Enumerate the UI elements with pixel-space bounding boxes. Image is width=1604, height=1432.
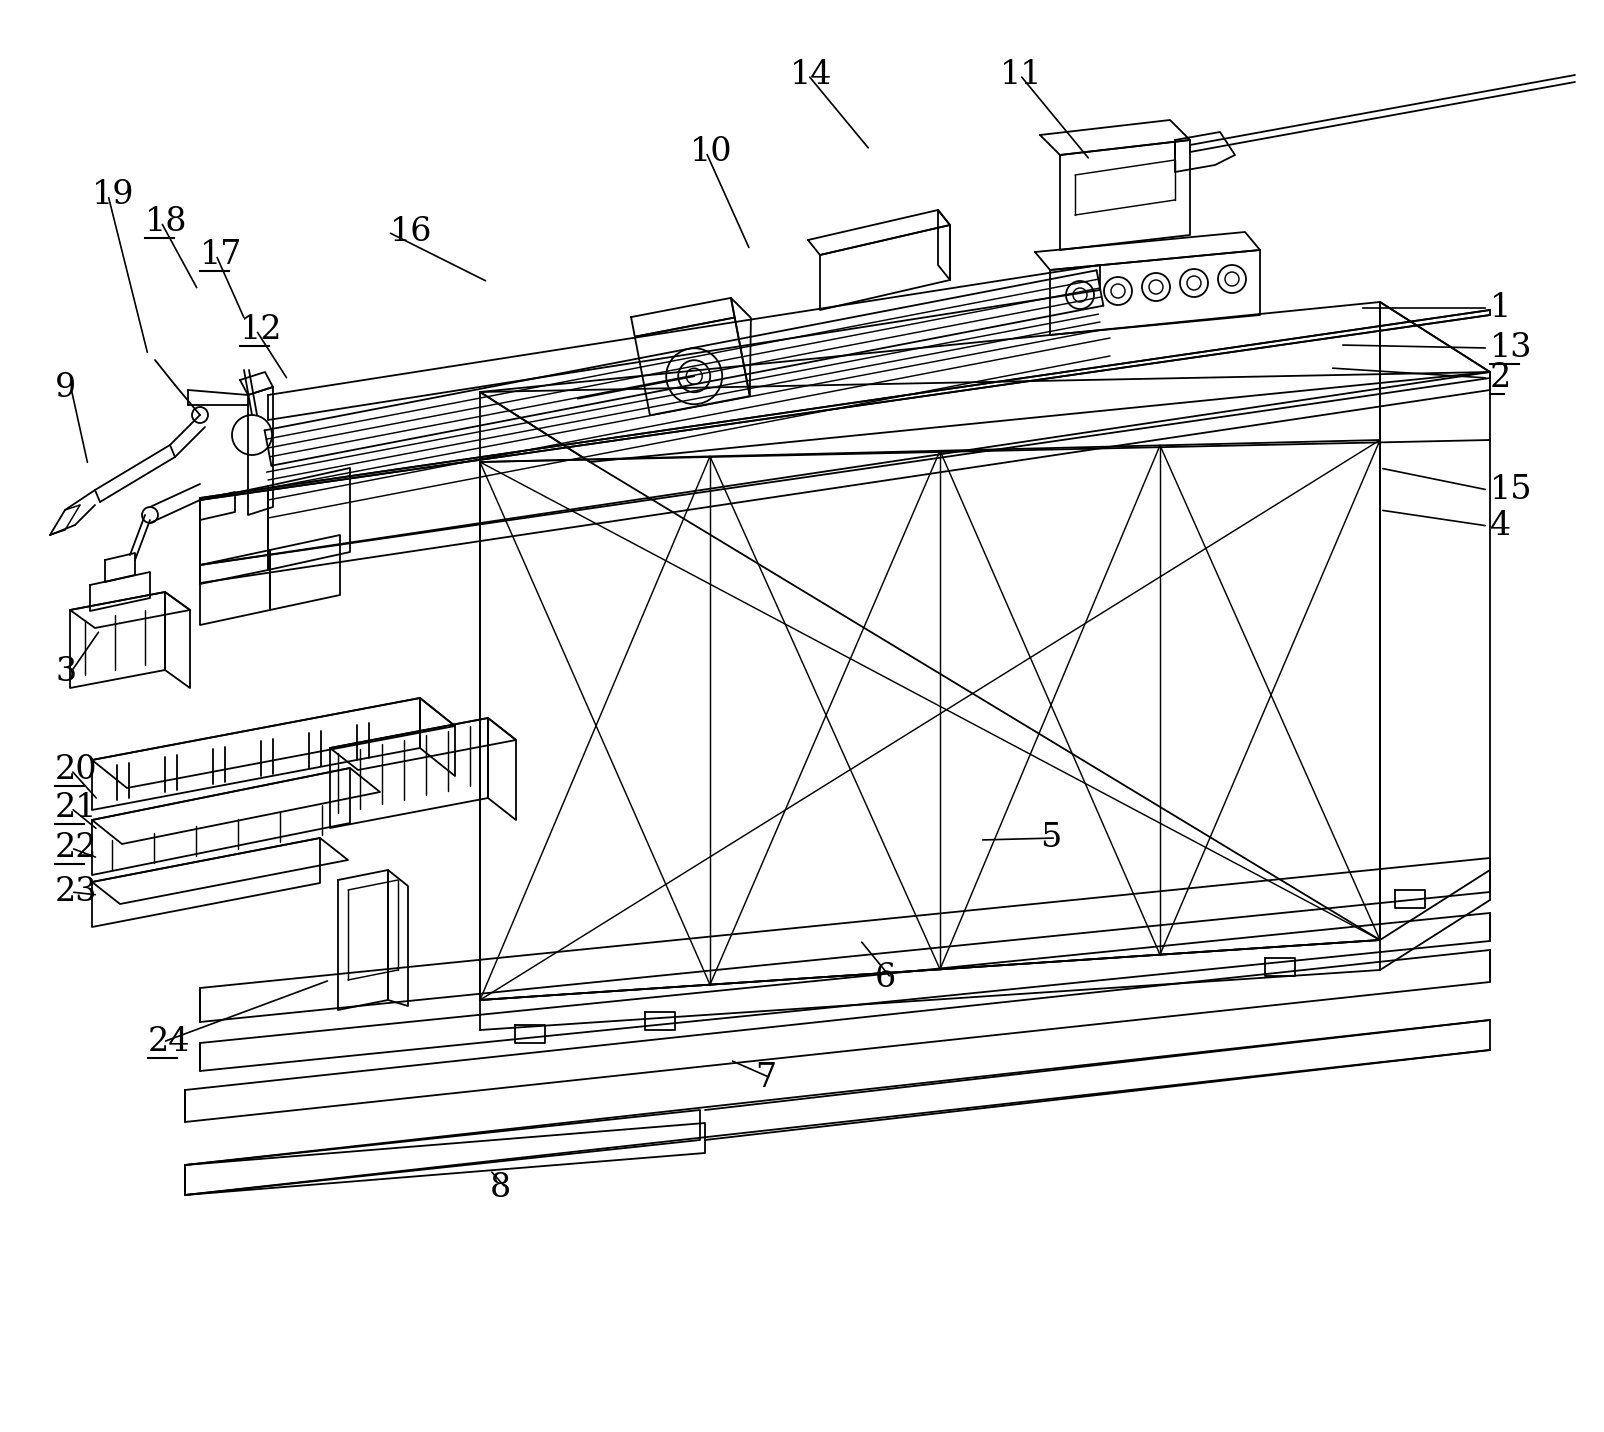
Text: 13: 13 (1490, 332, 1532, 364)
Text: 4: 4 (1490, 510, 1511, 541)
Text: 11: 11 (999, 59, 1043, 92)
Text: 24: 24 (148, 1025, 191, 1058)
Text: 8: 8 (489, 1171, 512, 1204)
Text: 3: 3 (55, 656, 77, 687)
Text: 17: 17 (200, 239, 242, 271)
Text: 20: 20 (55, 755, 98, 786)
Text: 16: 16 (390, 216, 433, 248)
Text: 19: 19 (91, 179, 135, 211)
Text: 6: 6 (876, 962, 897, 994)
Text: 7: 7 (755, 1063, 776, 1094)
Text: 22: 22 (55, 832, 98, 863)
Text: 5: 5 (1039, 822, 1062, 853)
Text: 21: 21 (55, 792, 98, 823)
Text: 10: 10 (690, 136, 733, 168)
Text: 15: 15 (1490, 474, 1533, 505)
Text: 14: 14 (791, 59, 832, 92)
Text: 1: 1 (1490, 292, 1511, 324)
Text: 9: 9 (55, 372, 77, 404)
Text: 23: 23 (55, 876, 98, 908)
Text: 12: 12 (241, 314, 282, 347)
Text: 2: 2 (1490, 362, 1511, 394)
Text: 18: 18 (144, 206, 188, 238)
